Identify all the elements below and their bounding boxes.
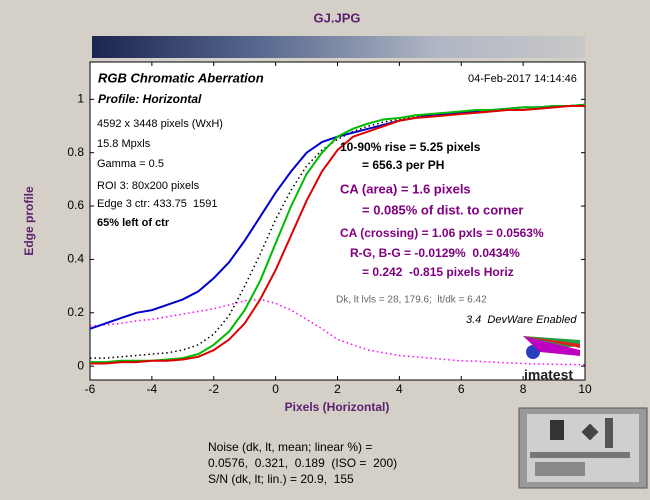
annotation: S/N (dk, lt; lin.) = 20.9, 155 (208, 472, 354, 486)
y-axis-label: Edge profile (22, 186, 36, 256)
thumbnail (518, 407, 648, 489)
annotation: = 0.242 -0.815 pixels Horiz (362, 265, 514, 279)
annotation: RGB Chromatic Aberration (98, 70, 264, 85)
annotation: imatest (524, 367, 573, 383)
annotation: R-G, B-G = -0.0129% 0.0434% (350, 246, 520, 260)
x-axis-label: Pixels (Horizontal) (285, 400, 390, 414)
x-tick-label: -4 (147, 382, 158, 396)
x-tick-label: 6 (458, 382, 465, 396)
annotation: CA (area) = 1.6 pixels (340, 181, 471, 196)
annotation: Dk, lt lvls = 28, 179.6; lt/dk = 6.42 (336, 295, 487, 306)
annotation: 04-Feb-2017 14:14:46 (468, 73, 577, 85)
x-tick-label: 10 (578, 382, 592, 396)
y-tick-label: 0.2 (67, 305, 84, 319)
thumbnail-patch (530, 452, 630, 458)
annotation: 3.4 DevWare Enabled (466, 314, 577, 326)
annotation: 4592 x 3448 pixels (WxH) (97, 118, 223, 130)
annotation: ROI 3: 80x200 pixels (97, 180, 200, 192)
annotation: 15.8 Mpxls (97, 138, 151, 150)
y-tick-label: 0 (77, 358, 84, 372)
series-line (90, 103, 586, 364)
annotation: = 656.3 per PH (362, 158, 444, 172)
annotation: Edge 3 ctr: 433.75 1591 (97, 198, 217, 210)
thumbnail-patch (535, 462, 585, 476)
x-tick-label: 4 (396, 382, 403, 396)
annotation: Profile: Horizontal (98, 92, 202, 106)
x-tick-label: 0 (272, 382, 279, 396)
thumbnail-patch (550, 420, 564, 440)
x-tick-label: -6 (85, 382, 96, 396)
annotation: Gamma = 0.5 (97, 158, 164, 170)
gradient-bar (92, 36, 585, 58)
plot-area (89, 61, 586, 381)
y-tick-label: 1 (77, 92, 84, 106)
annotation: 0.0576, 0.321, 0.189 (ISO = 200) (208, 456, 397, 470)
thumbnail-patch (581, 423, 599, 441)
x-tick-label: 2 (334, 382, 341, 396)
x-tick-label: 8 (520, 382, 527, 396)
annotation: CA (crossing) = 1.06 pxls = 0.0563% (340, 226, 544, 240)
imatest-logo (523, 336, 580, 359)
logo-stripe (523, 336, 580, 356)
annotation: 10-90% rise = 5.25 pixels (340, 140, 481, 154)
logo-stripe (523, 336, 580, 348)
annotation: 65% left of ctr (97, 217, 170, 229)
y-tick-label: 0.6 (67, 198, 84, 212)
annotation: Noise (dk, lt, mean; linear %) = (208, 440, 372, 454)
series-line (90, 105, 585, 365)
series-line (89, 298, 586, 366)
chart-title: GJ.JPG (314, 10, 361, 25)
y-tick-label: 0.4 (67, 252, 84, 266)
plot-content (89, 103, 586, 366)
x-tick-label: -2 (208, 382, 219, 396)
thumbnail-patch (605, 418, 613, 448)
annotation: = 0.085% of dist. to corner (362, 202, 523, 217)
y-tick-label: 0.8 (67, 145, 84, 159)
